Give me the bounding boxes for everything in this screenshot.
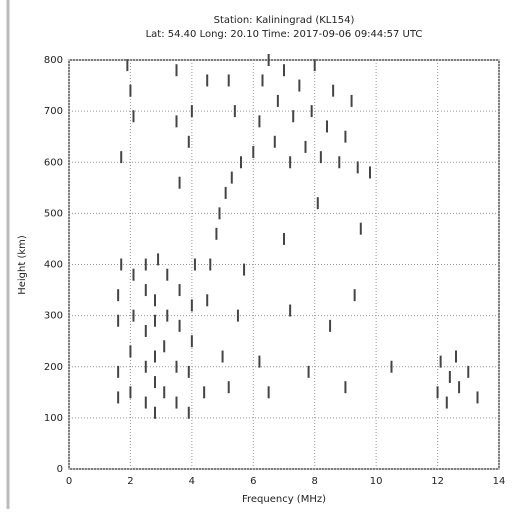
x-tick-label: 0 [66,476,72,487]
y-tick-label: 200 [44,362,63,373]
x-tick-label: 4 [189,476,195,487]
x-axis-label: Frequency (MHz) [242,494,326,505]
y-tick-label: 100 [44,413,63,424]
y-tick-label: 600 [44,157,63,168]
y-tick-label: 400 [44,260,63,271]
x-tick-label: 6 [250,476,256,487]
x-tick-label: 8 [312,476,318,487]
chart-title: Station: Kaliningrad (KL154) [214,15,355,26]
x-tick-label: 12 [431,476,444,487]
y-tick-label: 0 [57,464,63,475]
y-tick-label: 500 [44,208,63,219]
x-tick-label: 14 [493,476,506,487]
y-tick-label: 700 [44,106,63,117]
y-tick-label: 300 [44,311,63,322]
y-tick-label: 800 [44,55,63,66]
x-tick-label: 2 [127,476,133,487]
y-axis-label: Height (km) [17,235,28,295]
chart-subtitle: Lat: 54.40 Long: 20.10 Time: 2017-09-06 … [146,29,423,40]
x-tick-label: 10 [370,476,383,487]
